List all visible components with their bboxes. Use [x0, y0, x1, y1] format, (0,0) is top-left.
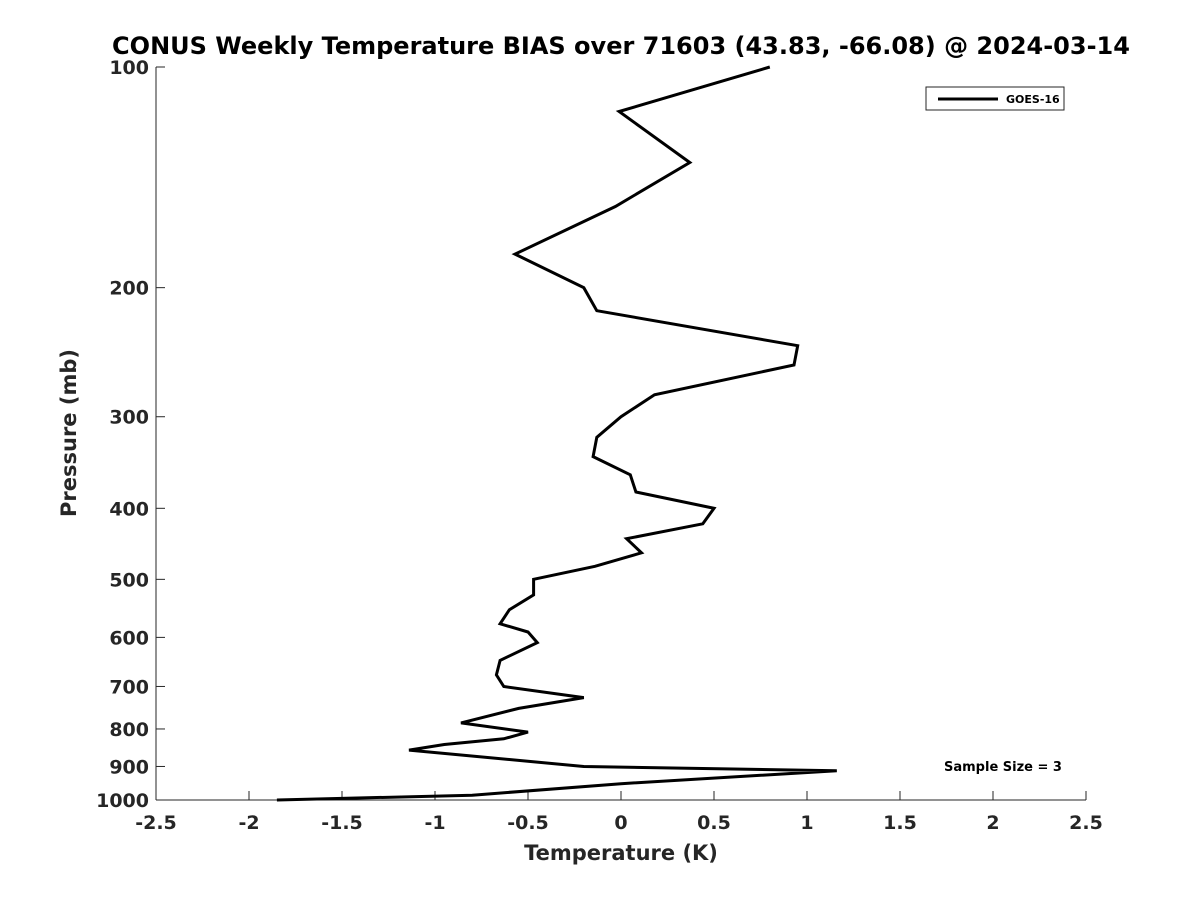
legend: GOES-16: [925, 86, 1065, 111]
x-tick-label: 1.5: [883, 812, 917, 834]
x-tick-label: 0: [614, 812, 627, 834]
y-tick-label: 600: [109, 627, 149, 649]
y-tick-label: 500: [109, 569, 149, 591]
y-tick-label: 1000: [96, 790, 149, 812]
y-tick-label: 800: [109, 719, 149, 741]
x-tick-label: -1: [424, 812, 445, 834]
y-tick-label: 300: [109, 407, 149, 429]
y-tick-label: 100: [109, 57, 149, 79]
series-group: [276, 65, 837, 802]
series-line-0: [276, 65, 837, 802]
legend-label: GOES-16: [1006, 93, 1060, 106]
y-tick-label: 900: [109, 756, 149, 778]
y-ticks: 100 200 300 400 500 600 700 800 900 1000: [96, 57, 165, 812]
sample-size-annotation: Sample Size = 3: [944, 760, 1062, 775]
x-tick-label: -2.5: [135, 812, 177, 834]
x-tick-label: 1: [800, 812, 813, 834]
y-axis-label: Pressure (mb): [57, 349, 81, 517]
x-axis-label: Temperature (K): [524, 841, 718, 865]
x-tick-label: 0.5: [697, 812, 731, 834]
axes: [155, 67, 1086, 801]
x-tick-label: -2: [238, 812, 259, 834]
x-tick-label: 2.5: [1069, 812, 1103, 834]
x-tick-label: -0.5: [507, 812, 549, 834]
y-tick-label: 400: [109, 498, 149, 520]
x-tick-label: 2: [986, 812, 999, 834]
y-tick-label: 200: [109, 278, 149, 300]
x-ticks: -2.5 -2 -1.5 -1 -0.5 0 0.5 1 1.5 2 2.5: [135, 791, 1103, 834]
y-tick-label: 700: [109, 676, 149, 698]
x-tick-label: -1.5: [321, 812, 363, 834]
chart-title: CONUS Weekly Temperature BIAS over 71603…: [112, 32, 1130, 60]
